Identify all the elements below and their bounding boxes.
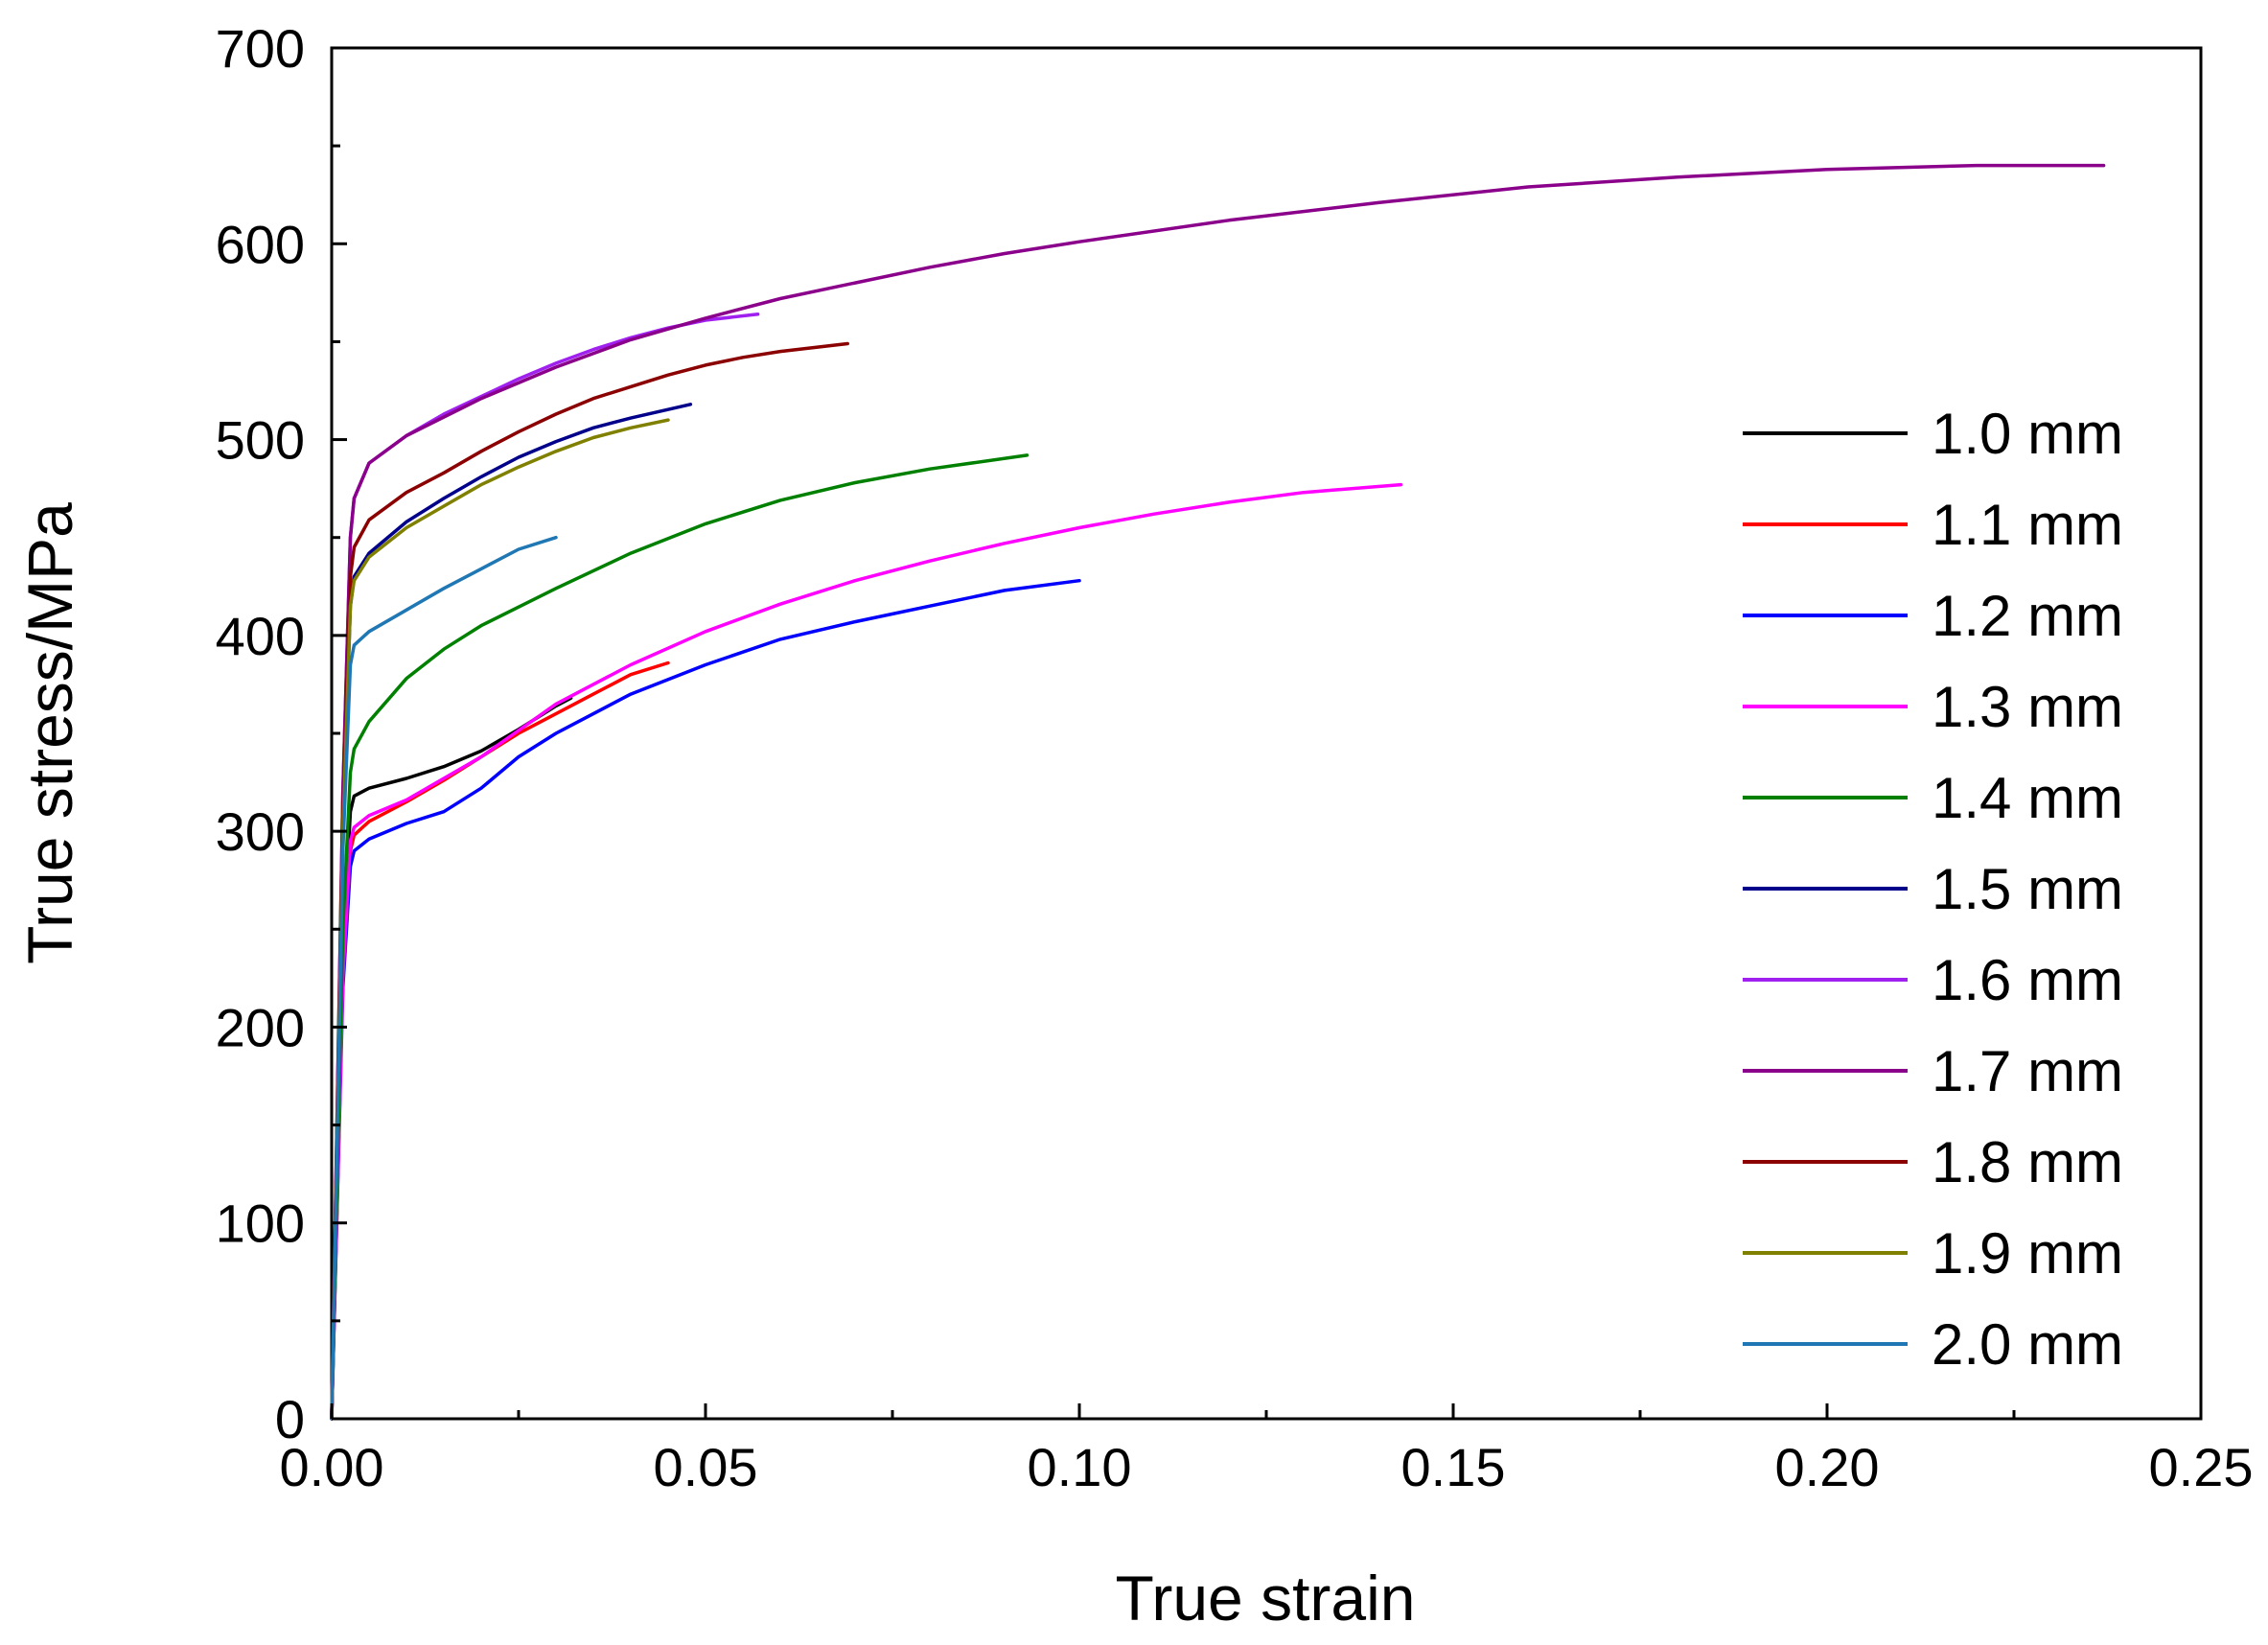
x-tick-label: 0.05 xyxy=(654,1437,758,1497)
legend-label: 1.7 mm xyxy=(1932,1039,2123,1103)
x-tick-label: 0.15 xyxy=(1401,1437,1506,1497)
y-tick-label: 700 xyxy=(216,18,305,79)
legend: 1.0 mm 1.1 mm 1.2 mm 1.3 mm 1.4 mm 1.5 mm 1.6 … xyxy=(1743,402,2123,1377)
series-line-1-8-mm xyxy=(330,341,849,1421)
y-axis-label: True stress/MPa xyxy=(14,502,85,964)
series-line-1-3-mm xyxy=(330,482,1403,1421)
legend-label: 1.5 mm xyxy=(1932,857,2123,921)
y-tick-label: 500 xyxy=(216,410,305,471)
legend-label: 1.6 mm xyxy=(1932,948,2123,1012)
x-tick-label: 0.25 xyxy=(2149,1437,2254,1497)
legend-label: 1.2 mm xyxy=(1932,584,2123,648)
x-tick-label: 0.00 xyxy=(280,1437,384,1497)
series-line-1-9-mm xyxy=(330,418,670,1421)
y-tick-label: 300 xyxy=(216,801,305,862)
y-tick-label: 400 xyxy=(216,606,305,666)
series-line-1-2-mm xyxy=(330,578,1081,1421)
axes-ticks: 0.00 0.05 0.10 0.15 0.20 0.25 0 100 200 300 400 500… xyxy=(216,18,2254,1497)
legend-label: 1.0 mm xyxy=(1932,402,2123,466)
x-axis-label: True strain xyxy=(1116,1563,1416,1633)
x-tick-label: 0.10 xyxy=(1028,1437,1132,1497)
series-line-1-7-mm xyxy=(330,163,2106,1421)
legend-label: 1.9 mm xyxy=(1932,1221,2123,1286)
series-line-1-6-mm xyxy=(330,313,760,1421)
y-tick-label: 600 xyxy=(216,214,305,274)
legend-label: 1.3 mm xyxy=(1932,675,2123,739)
x-tick-label: 0.20 xyxy=(1775,1437,1880,1497)
legend-label: 1.8 mm xyxy=(1932,1130,2123,1194)
series-group xyxy=(330,163,2106,1421)
y-tick-label: 100 xyxy=(216,1193,305,1254)
legend-label: 2.0 mm xyxy=(1932,1312,2123,1377)
series-line-1-1-mm xyxy=(330,660,670,1421)
series-line-2-0-mm xyxy=(330,535,558,1421)
y-tick-label: 0 xyxy=(275,1389,305,1449)
plot-frame xyxy=(330,46,2203,1421)
series-line-1-5-mm xyxy=(330,403,693,1421)
legend-label: 1.4 mm xyxy=(1932,766,2123,830)
y-tick-label: 200 xyxy=(216,997,305,1057)
legend-label: 1.1 mm xyxy=(1932,493,2123,557)
series-line-1-4-mm xyxy=(330,453,1030,1421)
